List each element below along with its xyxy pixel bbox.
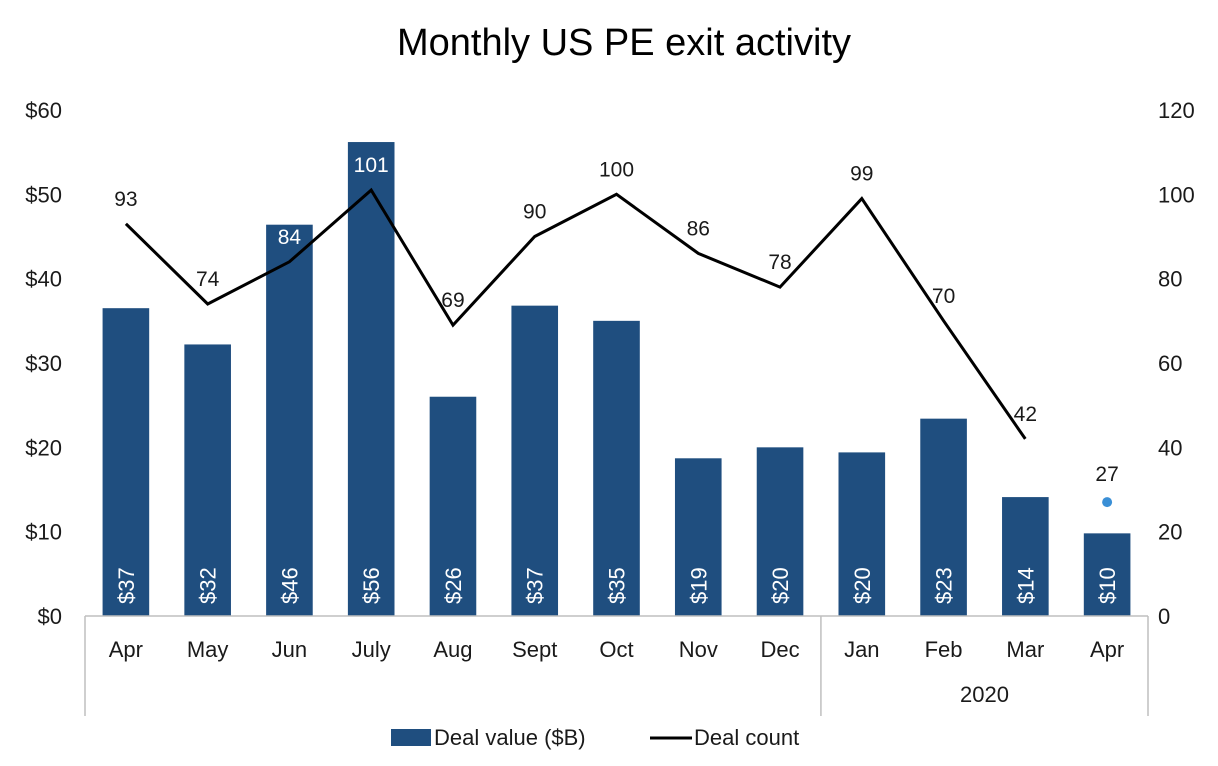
bar-jun-2	[266, 224, 313, 616]
bar-value-label: $20	[768, 567, 793, 604]
left-tick-label: $30	[25, 351, 62, 376]
legend-label-deal-value: Deal value ($B)	[434, 725, 586, 750]
bar-mar-11	[1002, 497, 1049, 616]
bar-value-label: $35	[605, 567, 630, 604]
category-label-oct: Oct	[599, 637, 633, 662]
right-tick-label: 20	[1158, 520, 1182, 545]
line-series	[124, 187, 1027, 440]
bar-oct-6	[593, 320, 640, 616]
deal-count-label: 86	[687, 217, 710, 240]
deal-count-line	[124, 187, 1027, 440]
bar-aug-4	[429, 396, 477, 616]
bar-value-label: $26	[441, 567, 466, 604]
point-series: 27	[1095, 463, 1119, 508]
deal-count-point	[1102, 497, 1113, 508]
bar-value-label: $23	[932, 567, 957, 604]
right-axis-ticks: 0 20 40 60 80 100 120	[1158, 98, 1195, 629]
legend-label-deal-count: Deal count	[694, 725, 799, 750]
category-label-aug: Aug	[433, 637, 472, 662]
category-label-may: May	[187, 637, 229, 662]
category-label-sept: Sept	[512, 637, 557, 662]
deal-count-label: 90	[523, 201, 546, 224]
year-group-label: 2020	[960, 682, 1009, 707]
bar-apr-12	[1083, 533, 1131, 616]
deal-count-label: 69	[441, 289, 464, 312]
bar-value-label: $37	[523, 567, 548, 604]
bar-value-label: $20	[850, 567, 875, 604]
bar-apr-0	[102, 308, 150, 616]
left-axis-ticks: $0 $10 $20 $30 $40 $50 $60	[25, 98, 62, 629]
category-label-dec: Dec	[760, 637, 799, 662]
right-tick-label: 120	[1158, 98, 1195, 123]
right-tick-label: 60	[1158, 351, 1182, 376]
bar-value-label: $46	[277, 567, 302, 604]
deal-count-label: 84	[278, 226, 302, 249]
deal-count-label: 100	[599, 158, 634, 181]
category-label-july: July	[352, 637, 391, 662]
deal-count-label: 42	[1014, 403, 1037, 426]
right-tick-label: 0	[1158, 604, 1170, 629]
category-label-jan: Jan	[844, 637, 879, 662]
left-tick-label: $0	[38, 604, 62, 629]
right-tick-label: 80	[1158, 267, 1182, 292]
right-tick-label: 40	[1158, 435, 1182, 460]
category-label-feb: Feb	[925, 637, 963, 662]
deal-count-point-label: 27	[1095, 463, 1118, 486]
right-tick-label: 100	[1158, 182, 1195, 207]
category-label-apr: Apr	[109, 637, 143, 662]
bar-value-label: $37	[114, 567, 139, 604]
bar-labels: $37 $32 $46 $56 $26 $37 $35 $19 $20 $20 $23 $14 $10	[114, 567, 1120, 604]
chart-title: Monthly US PE exit activity	[397, 22, 851, 64]
category-label-nov: Nov	[679, 637, 718, 662]
category-label-jun: Jun	[272, 637, 307, 662]
bar-value-label: $19	[686, 567, 711, 604]
deal-count-label: 74	[196, 268, 220, 291]
legend-swatch-deal-value	[391, 729, 431, 746]
left-tick-label: $60	[25, 98, 62, 123]
legend: Deal value ($B) Deal count	[391, 725, 799, 750]
bar-nov-7	[674, 458, 722, 616]
count-labels: 93 74 84 101 69 90 100 86 78 99 70 42	[114, 154, 1037, 426]
bar-series	[102, 142, 1131, 616]
bar-value-label: $56	[359, 567, 384, 604]
left-tick-label: $50	[25, 182, 62, 207]
deal-count-label: 70	[932, 285, 955, 308]
bar-value-label: $10	[1095, 567, 1120, 604]
bar-feb-10	[920, 418, 967, 616]
category-label-apr: Apr	[1090, 637, 1124, 662]
bar-value-label: $32	[196, 567, 221, 604]
deal-count-label: 93	[114, 188, 137, 211]
deal-count-label: 78	[768, 251, 791, 274]
deal-count-label: 101	[354, 154, 389, 177]
left-tick-label: $40	[25, 267, 62, 292]
left-tick-label: $10	[25, 520, 62, 545]
bar-july-3	[347, 142, 395, 616]
deal-count-label: 99	[850, 163, 873, 186]
bar-dec-8	[756, 447, 804, 616]
bar-jan-9	[838, 452, 886, 616]
bar-sept-5	[511, 305, 559, 616]
category-axis: Apr May Jun July Aug Sept Oct Nov Dec Jan Feb Mar Ap…	[84, 615, 1149, 716]
bar-value-label: $14	[1013, 567, 1038, 604]
left-tick-label: $20	[25, 435, 62, 460]
bar-may-1	[184, 344, 231, 616]
category-label-mar: Mar	[1006, 637, 1044, 662]
